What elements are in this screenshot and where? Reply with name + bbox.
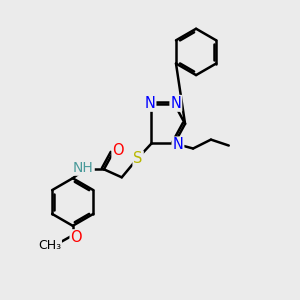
- Text: CH₃: CH₃: [38, 238, 61, 252]
- Text: O: O: [112, 143, 124, 158]
- Text: O: O: [70, 230, 82, 245]
- Text: N: N: [172, 137, 183, 152]
- Text: N: N: [145, 96, 155, 111]
- Text: S: S: [134, 152, 143, 166]
- Text: N: N: [170, 96, 181, 111]
- Text: NH: NH: [73, 161, 94, 175]
